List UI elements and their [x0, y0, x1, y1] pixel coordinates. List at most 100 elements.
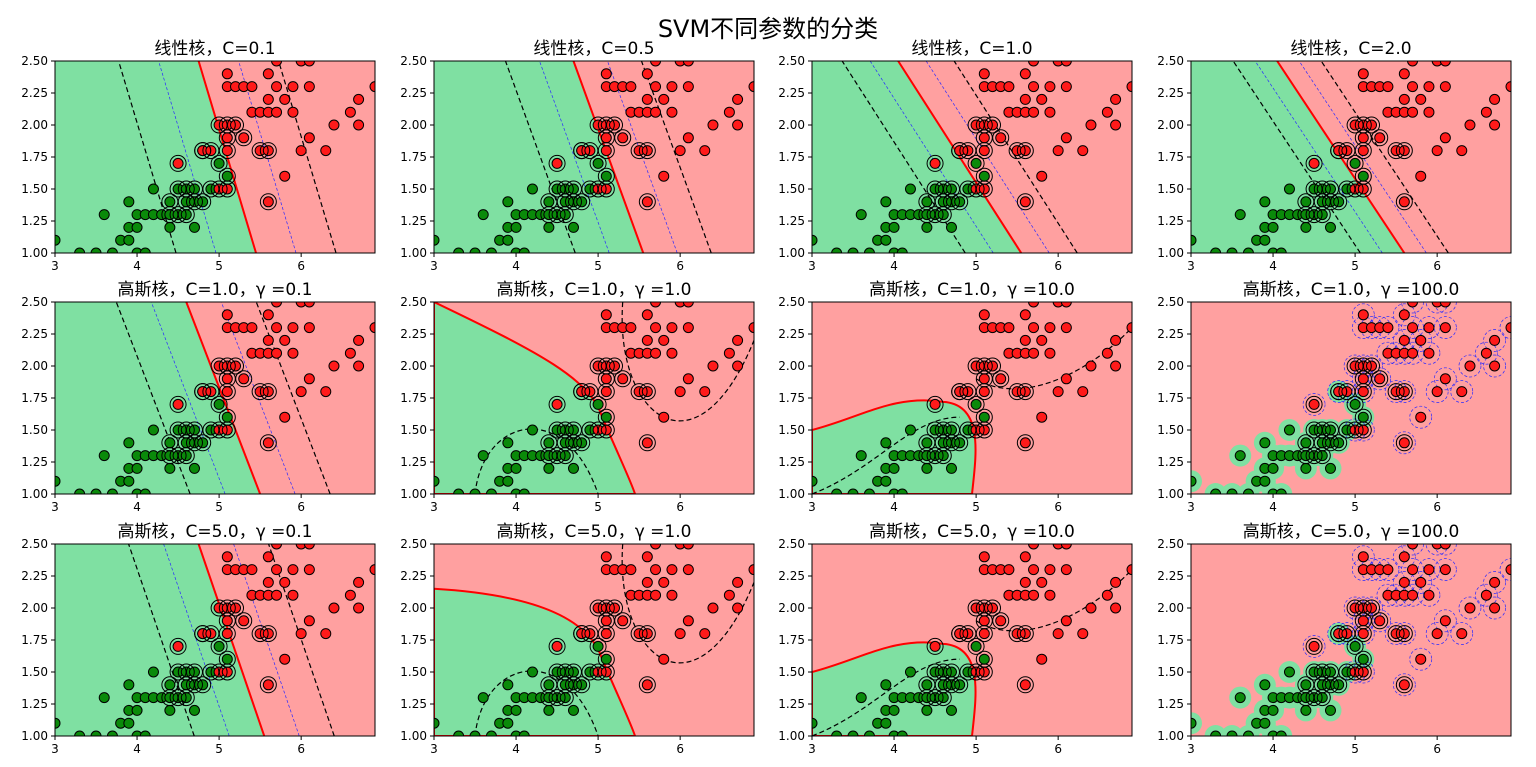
x-tick-label: 3: [51, 259, 59, 273]
support-vector-ring: [1354, 663, 1372, 681]
green-point: [1267, 247, 1279, 253]
support-vector-ring: [934, 447, 952, 465]
red-point: [1423, 347, 1435, 359]
green-class-region: [812, 641, 977, 736]
green-point: [863, 730, 875, 736]
support-vector-ring: [1016, 193, 1034, 211]
red-point: [682, 322, 694, 334]
green-point: [90, 488, 102, 494]
red-point: [1085, 602, 1097, 614]
red-point: [1480, 106, 1492, 118]
y-tick-label: 1.00: [400, 487, 427, 501]
red-point: [1398, 68, 1410, 80]
red-point: [1464, 602, 1476, 614]
support-vector-ring: [1305, 447, 1323, 465]
green-point: [543, 196, 555, 208]
red-point: [1456, 145, 1468, 157]
subplot-3: 线性核，C=1.0 1.00 1.25 1.50 1.75 2.00 2.25 2.50 3 4 5…: [778, 39, 1133, 273]
support-vector-ring: [235, 370, 253, 388]
support-vector-ring: [210, 637, 228, 655]
red-point: [1431, 628, 1443, 640]
red-point: [617, 132, 629, 144]
green-point: [55, 234, 61, 246]
red-point: [682, 132, 694, 144]
support-vector-ring: [975, 408, 993, 426]
red-point: [1060, 61, 1072, 67]
green-point: [55, 475, 61, 487]
red-point: [353, 602, 365, 614]
red-point: [1357, 628, 1369, 640]
x-tick-label: 4: [890, 742, 898, 756]
green-point: [510, 221, 522, 233]
inner-contour-line: [539, 61, 610, 253]
red-point: [1028, 302, 1040, 308]
green-point: [1349, 398, 1361, 410]
support-vector-ring: [259, 625, 277, 643]
green-point: [543, 437, 555, 449]
green-point: [502, 234, 514, 246]
green-point: [978, 653, 990, 665]
support-vector-ring: [597, 599, 615, 617]
green-point: [98, 450, 110, 462]
support-vector-ring: [597, 357, 615, 375]
red-point: [1060, 373, 1072, 385]
inner-contour-line: [1475, 341, 1498, 365]
subplot-title: 线性核，C=0.1: [154, 39, 275, 59]
support-vector-ring: [934, 206, 952, 224]
red-point: [1126, 564, 1132, 576]
green-point: [477, 692, 489, 704]
red-point: [929, 398, 941, 410]
support-vector-ring: [589, 395, 607, 413]
green-point: [147, 183, 159, 195]
red-point: [666, 564, 678, 576]
red-point: [1423, 589, 1435, 601]
green-point: [855, 692, 867, 704]
red-point: [295, 386, 307, 398]
green-point: [945, 221, 957, 233]
red-point: [221, 373, 233, 385]
green-point: [592, 157, 604, 169]
green-point: [978, 411, 990, 423]
green-point: [945, 704, 957, 716]
green-point: [1275, 730, 1287, 736]
x-tick-label: 4: [133, 742, 141, 756]
red-point: [641, 437, 653, 449]
green-point: [812, 234, 818, 246]
red-point: [295, 145, 307, 157]
red-point: [287, 81, 299, 93]
y-tick-label: 2.25: [400, 327, 427, 341]
support-vector-ring: [1354, 383, 1372, 401]
red-point: [723, 589, 735, 601]
x-tick-label: 3: [808, 742, 816, 756]
green-class-region: [812, 61, 1022, 253]
red-point: [1431, 386, 1443, 398]
green-point: [888, 704, 900, 716]
green-point: [888, 247, 900, 253]
red-point: [1019, 551, 1031, 563]
green-point: [921, 679, 933, 691]
support-vector-ring: [1305, 689, 1323, 707]
red-point: [262, 551, 274, 563]
support-vector-ring: [992, 370, 1010, 388]
red-point: [344, 589, 356, 601]
support-vector-ring: [194, 193, 212, 211]
x-tick-label: 6: [1433, 742, 1441, 756]
support-vector-ring: [218, 357, 236, 375]
x-tick-label: 5: [972, 259, 980, 273]
green-point: [469, 730, 481, 736]
support-vector-ring: [992, 129, 1010, 147]
red-point: [303, 615, 315, 627]
red-point: [1052, 145, 1064, 157]
green-point: [1300, 221, 1312, 233]
red-point: [674, 386, 686, 398]
red-point: [1398, 551, 1410, 563]
inner-contour-line: [1409, 571, 1433, 594]
green-point: [904, 424, 916, 436]
support-vector-ring: [967, 421, 985, 439]
support-vector-ring: [194, 142, 212, 160]
y-tick-label: 1.00: [21, 729, 48, 743]
support-vector-ring: [951, 193, 969, 211]
red-point: [1044, 589, 1056, 601]
support-vector-ring: [597, 421, 615, 439]
red-point: [978, 68, 990, 80]
